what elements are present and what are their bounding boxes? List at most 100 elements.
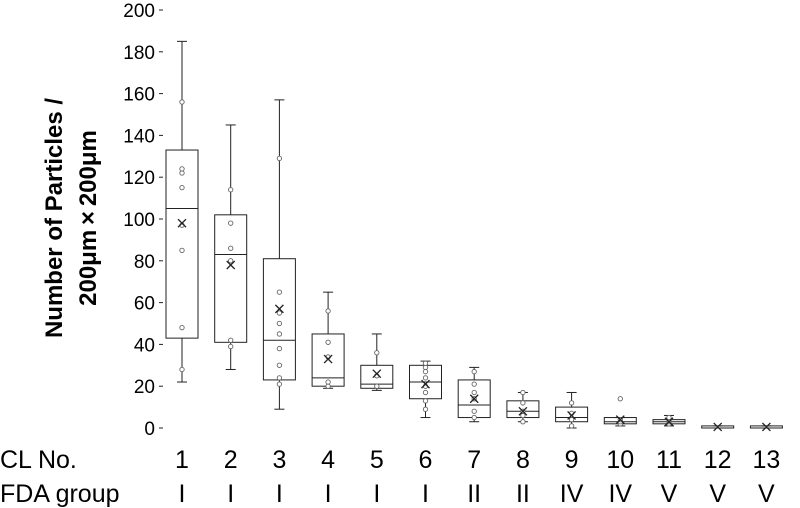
- cl-number-label: 5: [370, 446, 384, 474]
- box-group-4: [311, 291, 345, 389]
- data-point: [179, 247, 185, 254]
- mean-marker-stroke: [323, 354, 333, 364]
- data-point: [276, 381, 283, 387]
- cl-number-label: 4: [321, 446, 335, 474]
- data-point: [568, 416, 575, 423]
- y-tick-label: 180: [123, 43, 155, 64]
- fda-group-label: V: [758, 480, 775, 508]
- data-point: [276, 310, 283, 316]
- mean-marker: [226, 260, 236, 270]
- fda-group-label: I: [227, 480, 234, 508]
- cl-number-label: 7: [467, 446, 481, 474]
- data-point: [325, 339, 331, 345]
- data-point: [179, 184, 185, 191]
- mean-marker: [274, 304, 284, 314]
- data-point: [471, 381, 477, 387]
- data-point: [471, 389, 477, 396]
- box-group-8: [506, 389, 540, 425]
- mean-marker-stroke: [421, 379, 430, 389]
- data-point: [228, 343, 234, 350]
- mean-marker-stroke: [615, 415, 625, 425]
- y-tick-label: 120: [123, 168, 155, 189]
- box-group-3: [262, 99, 296, 410]
- cl-number-label: 6: [419, 446, 433, 474]
- cl-number-label: 11: [656, 446, 682, 474]
- mean-marker: [323, 354, 333, 364]
- data-point: [666, 414, 672, 421]
- data-point: [471, 368, 477, 375]
- cl-number-label: 13: [752, 446, 780, 474]
- cl-number-label: 12: [704, 446, 732, 474]
- cl-number-label: 9: [565, 446, 579, 474]
- x-axis-labels: 1 2 3 4 5 6 7 8 9 10 11 12 13I I I I I I II II IV IV V V V: [175, 446, 780, 508]
- mean-marker: [761, 422, 771, 432]
- data-point: [276, 345, 283, 352]
- data-point: [276, 289, 283, 295]
- data-point: [276, 375, 283, 381]
- cl-number-label: 3: [272, 446, 286, 474]
- iqr-box: [214, 214, 248, 343]
- mean-marker-stroke: [567, 411, 577, 420]
- y-tick-label: 80: [134, 252, 155, 273]
- y-axis-title-line1: Number of Particles /: [41, 98, 68, 338]
- y-tick-label: 100: [123, 210, 155, 231]
- data-point: [228, 220, 234, 226]
- y-tick-label: 140: [123, 126, 155, 147]
- data-point: [276, 155, 283, 162]
- mean-marker-stroke: [761, 422, 771, 432]
- mean-marker-stroke: [372, 369, 382, 379]
- data-point: [374, 350, 380, 356]
- fda-group-label: I: [373, 480, 380, 508]
- data-point: [179, 166, 185, 172]
- mean-marker: [518, 406, 528, 416]
- mean-marker: [567, 411, 577, 420]
- box-group-12: [701, 422, 735, 432]
- mean-marker: [664, 417, 674, 427]
- fda-group-label: II: [467, 480, 481, 508]
- data-point: [276, 320, 283, 327]
- data-point: [276, 331, 283, 337]
- data-point: [422, 375, 429, 381]
- mean-marker-stroke: [713, 422, 723, 432]
- box-group-7: [457, 366, 491, 423]
- mean-marker-stroke: [274, 304, 284, 314]
- mean-marker-stroke: [664, 417, 674, 427]
- box-group-11: [652, 414, 686, 427]
- cl-number-label: 2: [224, 446, 238, 474]
- data-point: [228, 187, 234, 193]
- data-point: [374, 383, 380, 389]
- data-point: [179, 366, 185, 373]
- cl-number-label: 10: [606, 446, 634, 474]
- plot-area: [165, 40, 783, 432]
- mean-marker: [177, 218, 187, 228]
- data-point: [422, 360, 429, 366]
- mean-marker-stroke: [469, 394, 479, 404]
- data-point: [471, 414, 477, 421]
- data-point: [325, 308, 331, 314]
- row-label-fda-group: FDA group: [0, 480, 120, 508]
- fda-group-label: I: [276, 480, 283, 508]
- mean-marker-stroke: [518, 406, 528, 416]
- y-tick-label: 160: [123, 85, 155, 106]
- y-axis: 0 20 40 60 80 100 120 140 160 180 200: [123, 1, 163, 440]
- y-tick-label: 60: [134, 294, 155, 315]
- fda-group-label: I: [325, 480, 332, 508]
- mean-marker-stroke: [226, 260, 236, 270]
- data-point: [617, 396, 623, 402]
- box-group-6: [409, 360, 442, 419]
- data-point: [568, 423, 575, 429]
- data-point: [228, 258, 234, 264]
- box-group-1: [165, 40, 199, 383]
- box-group-9: [555, 391, 589, 429]
- fda-group-label: I: [422, 480, 429, 508]
- data-point: [179, 99, 185, 105]
- y-tick-label: 40: [134, 335, 155, 356]
- data-point: [325, 379, 331, 385]
- data-point: [422, 389, 429, 396]
- iqr-box: [165, 149, 199, 339]
- data-point: [422, 398, 429, 404]
- box-group-10: [603, 396, 637, 427]
- fda-group-label: I: [179, 480, 186, 508]
- mean-marker: [372, 369, 382, 379]
- data-point: [422, 406, 429, 412]
